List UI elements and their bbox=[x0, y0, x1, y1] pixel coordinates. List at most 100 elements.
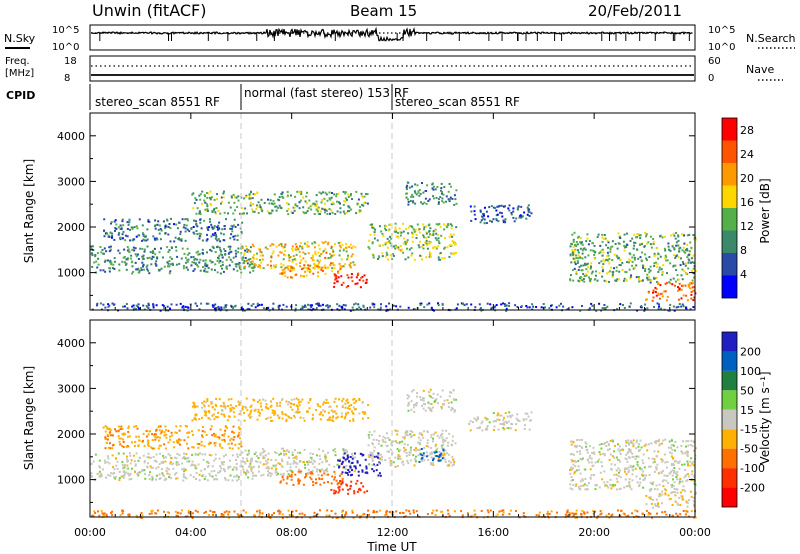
scatter-cell bbox=[313, 241, 316, 244]
scatter-cell bbox=[157, 228, 160, 231]
scatter-cell bbox=[291, 212, 294, 214]
scatter-cell bbox=[219, 428, 222, 431]
scatter-cell bbox=[445, 224, 448, 227]
scatter-cell bbox=[659, 255, 662, 258]
scatter-cell bbox=[214, 444, 217, 447]
scatter-cell bbox=[280, 447, 283, 450]
scatter-cell bbox=[291, 260, 294, 263]
scatter-cell bbox=[231, 225, 234, 228]
scatter-cell bbox=[134, 261, 137, 264]
scatter-cell bbox=[660, 307, 663, 310]
scatter-cell bbox=[218, 227, 221, 230]
scatter-cell bbox=[451, 240, 454, 242]
scatter-cell bbox=[247, 476, 250, 479]
scatter-cell bbox=[338, 249, 341, 252]
scatter-cell bbox=[416, 448, 419, 451]
scatter-cell bbox=[228, 510, 231, 513]
scatter-cell bbox=[455, 307, 458, 310]
scatter-cell bbox=[338, 254, 341, 257]
scatter-cell bbox=[345, 250, 348, 253]
scatter-cell bbox=[436, 447, 439, 450]
scatter-cell bbox=[679, 477, 682, 480]
scatter-cell bbox=[316, 468, 318, 471]
scatter-cell bbox=[692, 500, 695, 503]
scatter-cell bbox=[213, 307, 216, 310]
scatter-cell bbox=[256, 205, 259, 208]
scatter-cell bbox=[275, 452, 278, 454]
scatter-cell bbox=[692, 464, 695, 467]
scatter-cell bbox=[351, 280, 354, 283]
scatter-cell bbox=[439, 225, 442, 228]
scatter-cell bbox=[638, 449, 640, 452]
scatter-cell bbox=[322, 403, 325, 406]
scatter-cell bbox=[168, 260, 171, 262]
scatter-cell bbox=[686, 505, 689, 508]
scatter-cell bbox=[598, 302, 601, 305]
scatter-cell bbox=[401, 440, 404, 443]
scatter-cell bbox=[572, 240, 575, 243]
scatter-cell bbox=[607, 271, 610, 274]
scatter-cell bbox=[190, 264, 193, 267]
scatter-cell bbox=[159, 432, 162, 435]
scatter-cell bbox=[622, 240, 625, 243]
scatter-cell bbox=[653, 252, 656, 255]
scatter-cell bbox=[292, 268, 295, 271]
scatter-cell bbox=[583, 280, 586, 283]
scatter-cell bbox=[439, 252, 442, 254]
scatter-cell bbox=[678, 288, 681, 291]
scatter-cell bbox=[219, 253, 222, 256]
scatter-cell bbox=[378, 509, 381, 512]
scatter-cell bbox=[315, 204, 318, 207]
scatter-cell bbox=[665, 513, 668, 516]
scatter-cell bbox=[283, 245, 286, 248]
scatter-cell bbox=[131, 272, 134, 275]
scatter-cell bbox=[510, 211, 513, 214]
scatter-cell bbox=[148, 474, 151, 477]
scatter-cell bbox=[306, 241, 309, 244]
scatter-cell bbox=[627, 466, 630, 469]
scatter-cell bbox=[481, 420, 484, 423]
scatter-cell bbox=[306, 202, 309, 205]
scatter-cell bbox=[154, 436, 157, 439]
scatter-cell bbox=[331, 416, 334, 419]
scatter-cell bbox=[255, 257, 258, 260]
scatter-cell bbox=[278, 512, 281, 515]
scatter-cell bbox=[339, 211, 342, 214]
scatter-cell bbox=[679, 491, 682, 494]
scatter-cell bbox=[238, 412, 241, 415]
scatter-cell bbox=[678, 497, 681, 499]
scatter-cell bbox=[117, 429, 120, 432]
scatter-cell bbox=[170, 257, 173, 260]
scatter-cell bbox=[330, 245, 333, 248]
scatter-cell bbox=[330, 209, 333, 212]
scatter-cell bbox=[169, 227, 172, 229]
scatter-cell bbox=[615, 473, 618, 476]
scatter-cell bbox=[440, 510, 443, 513]
scatter-cell bbox=[560, 302, 562, 305]
scatter-cell bbox=[611, 259, 614, 261]
scatter-cell bbox=[256, 455, 258, 458]
scatter-cell bbox=[470, 219, 473, 222]
scatter-cell bbox=[309, 399, 312, 402]
scatter-cell bbox=[647, 443, 650, 446]
scatter-cell bbox=[338, 262, 341, 265]
scatter-cell bbox=[689, 241, 692, 244]
scatter-cell bbox=[170, 217, 172, 220]
scatter-cell bbox=[266, 461, 269, 464]
scatter-cell bbox=[421, 454, 424, 457]
scatter-cell bbox=[197, 453, 200, 456]
scatter-cell bbox=[305, 195, 308, 198]
scatter-cell bbox=[637, 465, 640, 467]
scatter-cell bbox=[638, 243, 641, 246]
scatter-cell bbox=[106, 427, 109, 430]
scatter-cell bbox=[495, 218, 498, 220]
scatter-cell bbox=[259, 250, 262, 253]
scatter-cell bbox=[166, 472, 169, 475]
scatter-cell bbox=[639, 481, 642, 484]
scatter-cell bbox=[409, 430, 412, 432]
scatter-cell bbox=[215, 233, 217, 236]
scatter-cell bbox=[189, 474, 192, 477]
scatter-cell bbox=[378, 225, 381, 228]
scatter-cell bbox=[633, 244, 636, 247]
scatter-cell bbox=[577, 485, 580, 488]
